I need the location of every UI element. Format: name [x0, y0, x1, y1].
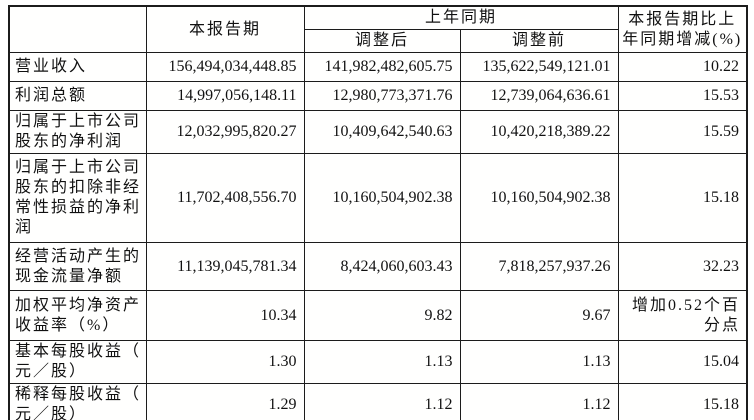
corner-cell — [8, 5, 147, 53]
value-change: 15.59 — [617, 110, 748, 154]
value-current-period: 1.30 — [145, 340, 305, 384]
table-row-net-profit-attributable: 归属于上市公司 股东的净利润 12,032,995,820.27 10,409,… — [8, 110, 748, 154]
value-prior-adjusted: 1.13 — [303, 340, 461, 384]
table-row-diluted-eps: 稀释每股收益（ 元／股） 1.29 1.12 1.12 15.18 — [8, 383, 748, 420]
value-change: 15.53 — [617, 81, 748, 111]
value-prior-original: 135,622,549,121.01 — [459, 52, 619, 82]
value-prior-original: 1.13 — [459, 340, 619, 384]
value-current-period: 10.34 — [145, 290, 305, 341]
value-change: 15.18 — [617, 383, 748, 420]
value-prior-adjusted: 10,409,642,540.63 — [303, 110, 461, 154]
column-header-adjusted-after: 调整后 — [303, 29, 461, 53]
value-prior-adjusted: 141,982,482,605.75 — [303, 52, 461, 82]
table-row-weighted-avg-roe: 加权平均净资产 收益率（%） 10.34 9.82 9.67 增加0.52个百 … — [8, 290, 748, 341]
value-current-period: 156,494,034,448.85 — [145, 52, 305, 82]
row-label: 归属于上市公司 股东的净利润 — [8, 110, 147, 154]
row-label: 利润总额 — [8, 81, 147, 111]
value-prior-adjusted: 8,424,060,603.43 — [303, 242, 461, 291]
value-current-period: 12,032,995,820.27 — [145, 110, 305, 154]
value-change: 10.22 — [617, 52, 748, 82]
row-label: 归属于上市公司 股东的扣除非经 常性损益的净利 润 — [8, 153, 147, 243]
value-prior-adjusted: 10,160,504,902.38 — [303, 153, 461, 243]
value-current-period: 1.29 — [145, 383, 305, 420]
header-row-1: 本报告期 上年同期 本报告期比上 年同期增减(%) — [8, 5, 748, 53]
table-row-operating-cash-flow: 经营活动产生的 现金流量净额 11,139,045,781.34 8,424,0… — [8, 242, 748, 291]
value-current-period: 11,702,408,556.70 — [145, 153, 305, 243]
value-change: 15.18 — [617, 153, 748, 243]
table-row-basic-eps: 基本每股收益（ 元／股） 1.30 1.13 1.13 15.04 — [8, 340, 748, 384]
value-current-period: 11,139,045,781.34 — [145, 242, 305, 291]
value-prior-adjusted: 9.82 — [303, 290, 461, 341]
value-change: 32.23 — [617, 242, 748, 291]
row-label: 经营活动产生的 现金流量净额 — [8, 242, 147, 291]
column-header-adjusted-before: 调整前 — [459, 29, 619, 53]
row-label: 营业收入 — [8, 52, 147, 82]
value-prior-adjusted: 12,980,773,371.76 — [303, 81, 461, 111]
column-header-change: 本报告期比上 年同期增减(%) — [617, 5, 748, 53]
table-row-operating-revenue: 营业收入 156,494,034,448.85 141,982,482,605.… — [8, 52, 748, 82]
row-label: 稀释每股收益（ 元／股） — [8, 383, 147, 420]
column-header-current-period: 本报告期 — [145, 5, 305, 53]
table-row-total-profit: 利润总额 14,997,056,148.11 12,980,773,371.76… — [8, 81, 748, 111]
value-prior-adjusted: 1.12 — [303, 383, 461, 420]
value-prior-original: 10,160,504,902.38 — [459, 153, 619, 243]
value-prior-original: 9.67 — [459, 290, 619, 341]
financial-summary-table: 本报告期 上年同期 本报告期比上 年同期增减(%) 调整后 调整前 营业收入 1… — [8, 5, 749, 420]
value-prior-original: 12,739,064,636.61 — [459, 81, 619, 111]
row-label: 基本每股收益（ 元／股） — [8, 340, 147, 384]
value-prior-original: 7,818,257,937.26 — [459, 242, 619, 291]
table-row-net-profit-excl-nonrecurring: 归属于上市公司 股东的扣除非经 常性损益的净利 润 11,702,408,556… — [8, 153, 748, 243]
column-header-prior-period-group: 上年同期 — [303, 5, 619, 30]
value-prior-original: 10,420,218,389.22 — [459, 110, 619, 154]
value-current-period: 14,997,056,148.11 — [145, 81, 305, 111]
value-change: 15.04 — [617, 340, 748, 384]
value-change: 增加0.52个百 分点 — [617, 290, 748, 341]
value-prior-original: 1.12 — [459, 383, 619, 420]
row-label: 加权平均净资产 收益率（%） — [8, 290, 147, 341]
